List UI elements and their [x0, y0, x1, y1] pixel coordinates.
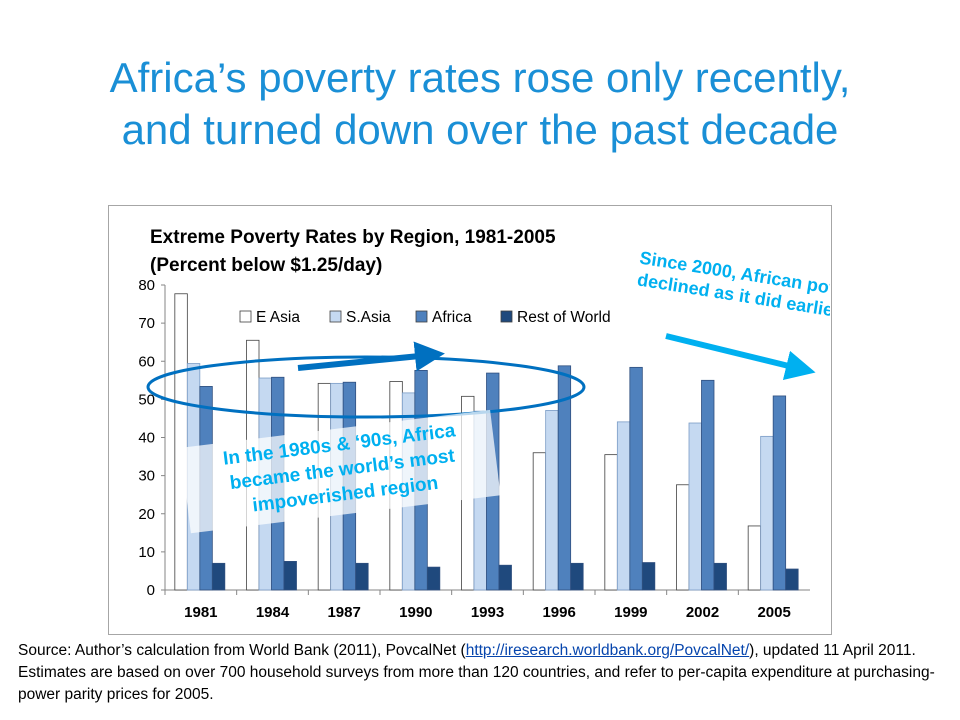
slide-title-line-1: Africa’s poverty rates rose only recentl… [109, 54, 851, 101]
bar-e-asia-2002 [676, 484, 690, 591]
y-tick-label: 40 [138, 430, 155, 447]
bar-rest-of-world-2002 [713, 562, 727, 591]
x-tick-label-1981: 1981 [184, 604, 217, 621]
y-tick-label: 80 [138, 277, 155, 294]
bar-rest-of-world-1993 [498, 564, 512, 591]
y-tick-label: 30 [138, 468, 155, 485]
right-callout-backdrop [598, 236, 830, 351]
bar-rest-of-world-1990 [426, 566, 441, 591]
bar-e-asia-2005 [747, 525, 762, 591]
legend-label-s-asia: S.Asia [346, 309, 391, 326]
legend-swatch-africa [415, 310, 428, 323]
x-tick-label-1990: 1990 [399, 604, 432, 621]
legend-swatch-s-asia [329, 310, 342, 323]
bar-s-asia-2002 [688, 422, 702, 591]
bar-africa-2002 [701, 379, 715, 591]
y-tick-label: 70 [138, 315, 155, 332]
bar-rest-of-world-1996 [570, 562, 584, 591]
bar-e-asia-1981 [174, 293, 188, 591]
x-tick-label-1987: 1987 [327, 604, 360, 621]
y-tick-label: 50 [138, 391, 155, 408]
legend-label-africa: Africa [432, 309, 472, 326]
bar-e-asia-1996 [532, 452, 547, 591]
x-tick-label-1993: 1993 [471, 604, 504, 621]
bar-rest-of-world-2005 [785, 568, 799, 591]
y-tick-label: 20 [138, 506, 155, 523]
bar-s-asia-1996 [545, 410, 559, 591]
bar-rest-of-world-1981 [211, 562, 226, 591]
source-text-end: ), updated 11 April 2011. Estimates are … [18, 642, 935, 703]
slide-title: Africa’s poverty rates rose only recentl… [0, 52, 960, 156]
source-text-start: Source: Author’s calculation from World … [18, 642, 466, 659]
decline-arrow [665, 333, 816, 381]
bar-africa-1999 [629, 366, 643, 591]
left-callout-backdrop [180, 409, 501, 534]
chart-subtitle: (Percent below $1.25/day) [150, 255, 382, 276]
poverty-chart: Extreme Poverty Rates by Region, 1981-20… [138, 227, 830, 621]
legend-swatch-rest-of-world [500, 310, 513, 323]
bar-s-asia-2005 [760, 435, 774, 591]
bar-africa-2005 [772, 395, 787, 591]
bar-s-asia-1999 [616, 421, 631, 591]
y-tick-label: 60 [138, 353, 155, 370]
x-tick-label-1999: 1999 [614, 604, 647, 621]
bar-rest-of-world-1987 [355, 562, 369, 591]
y-tick-label: 0 [147, 582, 155, 599]
x-tick-label-1984: 1984 [256, 604, 290, 621]
x-tick-label-2005: 2005 [757, 604, 790, 621]
bar-e-asia-1999 [604, 454, 618, 591]
bar-africa-1996 [557, 365, 572, 591]
legend-swatch-e-asia [239, 310, 252, 323]
legend-label-rest-of-world: Rest of World [517, 309, 611, 326]
highlight-ellipse [146, 355, 586, 419]
rise-arrow [297, 341, 445, 372]
x-tick-label-2002: 2002 [686, 604, 719, 621]
povcalnet-link[interactable]: http://iresearch.worldbank.org/PovcalNet… [465, 642, 750, 659]
x-tick-label-1996: 1996 [542, 604, 575, 621]
bar-rest-of-world-1984 [283, 561, 297, 591]
legend-label-e-asia: E Asia [256, 309, 300, 326]
chart-title: Extreme Poverty Rates by Region, 1981-20… [150, 227, 556, 248]
y-tick-label: 10 [138, 544, 155, 561]
bar-rest-of-world-1999 [641, 562, 656, 591]
source-note: Source: Author’s calculation from World … [18, 640, 948, 706]
right-callout: Since 2000, African poverty hasdeclined … [598, 236, 830, 351]
slide-title-line-2: and turned down over the past decade [121, 106, 839, 153]
